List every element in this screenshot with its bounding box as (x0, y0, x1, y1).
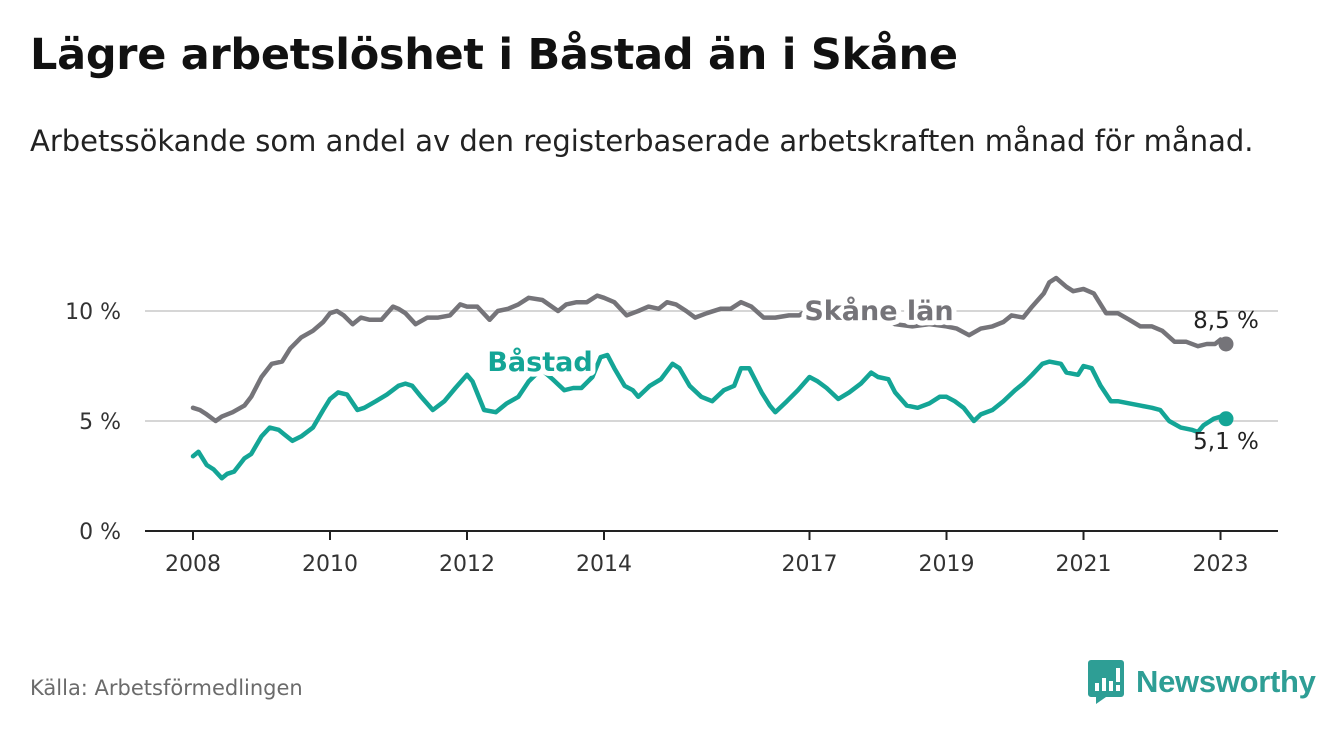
brand-name: Newsworthy (1136, 664, 1316, 699)
series-label-skane-halo: Skåne län (804, 295, 953, 327)
x-tick-label: 2012 (439, 552, 495, 577)
end-value-label-bastad: 5,1 % (1193, 429, 1259, 455)
x-tick-label: 2019 (919, 552, 975, 577)
x-axis-tick-labels: 2008 2010 2012 2014 2017 2019 2021 2023 (165, 531, 1249, 577)
y-axis-tick-labels: 0 % 5 % 10 % (65, 300, 121, 545)
x-tick-label: 2010 (302, 552, 358, 577)
x-tick-label: 2014 (576, 552, 632, 577)
chart-subtitle: Arbetssökande som andel av den registerb… (30, 124, 1254, 158)
end-point-bastad (1218, 411, 1234, 427)
brand-logo-block: Newsworthy (1088, 660, 1316, 704)
x-tick-label: 2023 (1193, 552, 1249, 577)
series-line-bastad (190, 352, 1229, 481)
series-lines (190, 275, 1234, 481)
series-label-skane: Skåne län (804, 295, 953, 327)
end-value-label-skane: 8,5 % (1193, 308, 1259, 334)
series-label-bastad: Båstad (487, 346, 592, 378)
newsworthy-logo-icon (1088, 660, 1124, 704)
y-tick-label: 5 % (79, 410, 121, 435)
chart-title: Lägre arbetslöshet i Båstad än i Skåne (30, 30, 958, 80)
x-tick-label: 2021 (1056, 552, 1112, 577)
x-tick-label: 2017 (782, 552, 838, 577)
y-tick-label: 0 % (79, 520, 121, 545)
end-point-skane (1218, 336, 1234, 352)
source-note: Källa: Arbetsförmedlingen (30, 676, 303, 700)
series-line-skane (190, 275, 1229, 424)
series-label-bastad-halo: Båstad (487, 346, 592, 378)
x-tick-label: 2008 (165, 552, 221, 577)
y-tick-label: 10 % (65, 300, 121, 325)
